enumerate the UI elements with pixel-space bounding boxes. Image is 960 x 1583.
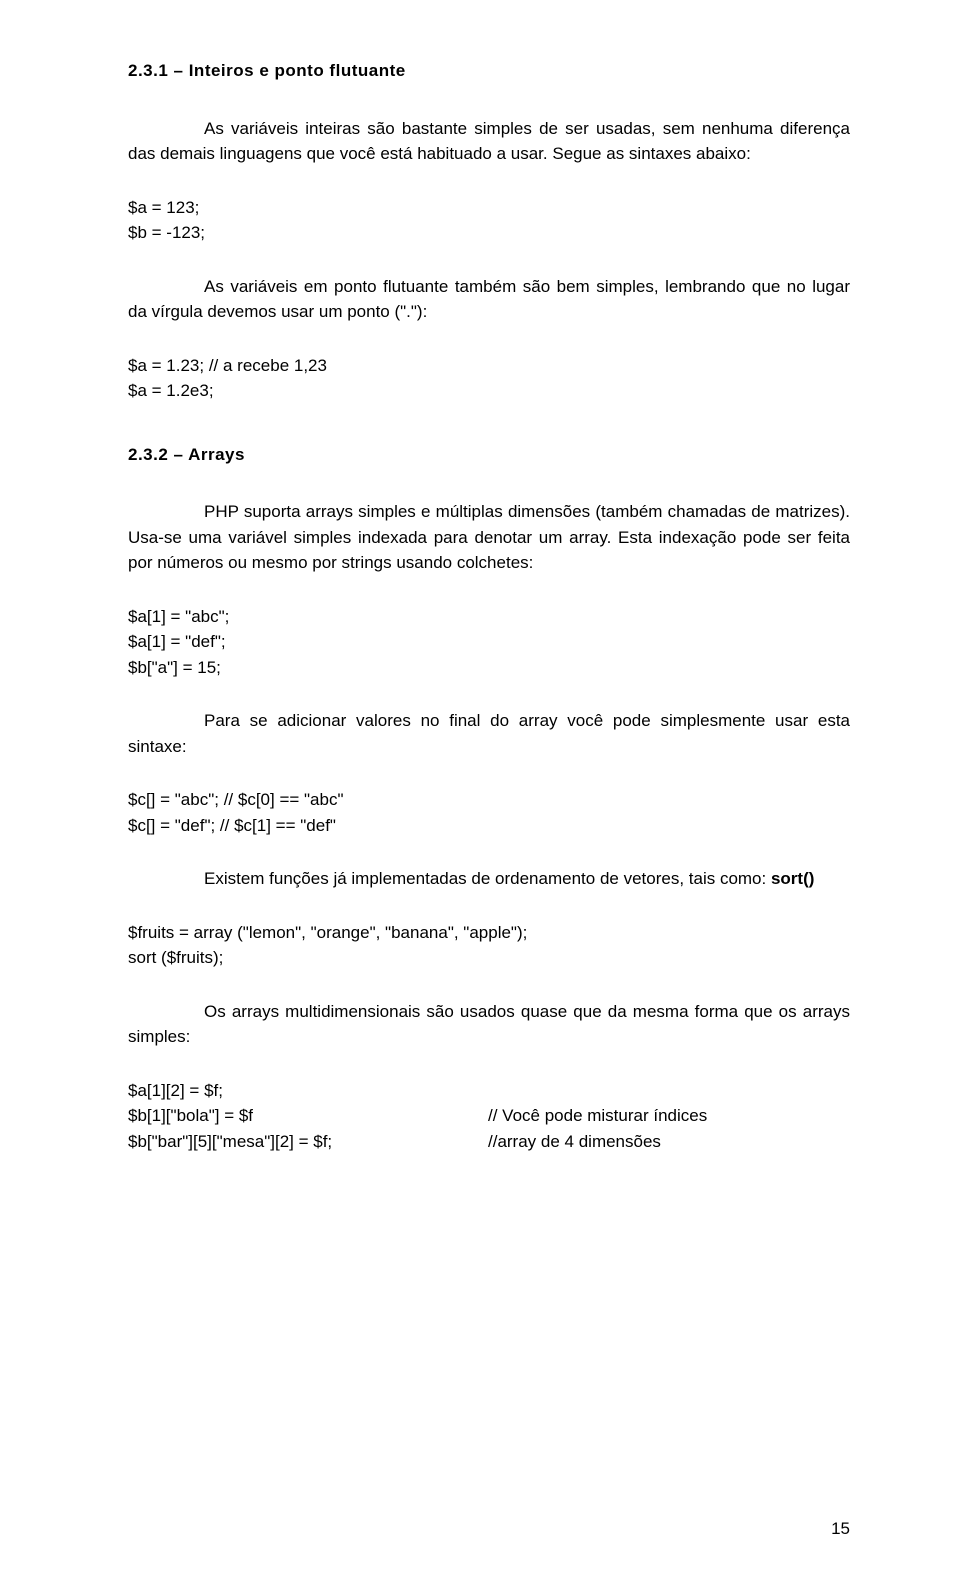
code-row: $b["bar"][5]["mesa"][2] = $f; //array de… [128, 1129, 850, 1155]
code-block: $a[1] = "abc"; $a[1] = "def"; $b["a"] = … [128, 604, 850, 681]
code-rhs: // Você pode misturar índices [488, 1103, 707, 1129]
code-lhs: $b["bar"][5]["mesa"][2] = $f; [128, 1129, 488, 1155]
paragraph: Existem funções já implementadas de orde… [128, 866, 850, 892]
code-rhs: //array de 4 dimensões [488, 1129, 661, 1155]
section-heading-2-3-2: 2.3.2 – Arrays [128, 442, 850, 468]
paragraph: Os arrays multidimensionais são usados q… [128, 999, 850, 1050]
code-lhs: $a[1][2] = $f; [128, 1078, 488, 1104]
bold-text: sort() [771, 869, 814, 888]
code-row: $b[1]["bola"] = $f // Você pode misturar… [128, 1103, 850, 1129]
section-heading-2-3-1: 2.3.1 – Inteiros e ponto flutuante [128, 58, 850, 84]
code-table: $a[1][2] = $f; $b[1]["bola"] = $f // Voc… [128, 1078, 850, 1155]
code-lhs: $b[1]["bola"] = $f [128, 1103, 488, 1129]
paragraph: Para se adicionar valores no final do ar… [128, 708, 850, 759]
code-block: $fruits = array ("lemon", "orange", "ban… [128, 920, 850, 971]
code-block: $c[] = "abc"; // $c[0] == "abc" $c[] = "… [128, 787, 850, 838]
document-page: 2.3.1 – Inteiros e ponto flutuante As va… [0, 0, 960, 1583]
paragraph: As variáveis em ponto flutuante também s… [128, 274, 850, 325]
page-number: 15 [831, 1516, 850, 1542]
code-block: $a = 123; $b = -123; [128, 195, 850, 246]
code-block: $a = 1.23; // a recebe 1,23 $a = 1.2e3; [128, 353, 850, 404]
paragraph: As variáveis inteiras são bastante simpl… [128, 116, 850, 167]
code-row: $a[1][2] = $f; [128, 1078, 850, 1104]
paragraph: PHP suporta arrays simples e múltiplas d… [128, 499, 850, 576]
text: Existem funções já implementadas de orde… [204, 869, 771, 888]
